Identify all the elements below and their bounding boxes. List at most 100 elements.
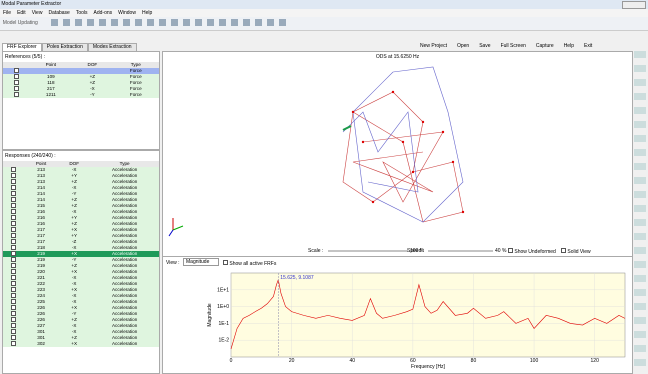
model-updating-button[interactable]: Model Updating — [2, 20, 38, 26]
table-row[interactable]: 226 -Y Acceleration — [3, 310, 159, 317]
toolbar-button[interactable]: Save — [479, 43, 491, 49]
checkbox[interactable] — [11, 232, 17, 238]
menu-item[interactable]: Edit — [17, 10, 26, 16]
table-row[interactable]: Force — [3, 67, 159, 74]
checkbox-cell — [3, 292, 25, 299]
table-row[interactable]: 213 +Z Acceleration — [3, 178, 159, 185]
table-row[interactable]: 222 -X Acceleration — [3, 280, 159, 287]
table-row[interactable]: 213 -X Acceleration — [3, 166, 159, 173]
toolbar-button[interactable]: Capture — [535, 43, 554, 49]
checkbox[interactable] — [11, 244, 17, 250]
table-row[interactable]: 218 -X Acceleration — [3, 244, 159, 251]
table-row[interactable]: 219 +X Acceleration — [3, 250, 159, 257]
toolbar-button[interactable]: Help — [563, 43, 574, 49]
table-row[interactable]: 224 -X Acceleration — [3, 292, 159, 299]
menu-item[interactable]: Window — [118, 10, 136, 16]
checkbox[interactable] — [11, 316, 17, 322]
table-row[interactable]: 216 -X Acceleration — [3, 208, 159, 215]
menu-item[interactable]: Database — [48, 10, 70, 16]
checkbox[interactable] — [11, 304, 17, 310]
checkbox[interactable] — [13, 73, 19, 79]
checkbox[interactable] — [13, 85, 19, 91]
table-row[interactable]: 1211 -Y Force — [3, 91, 159, 98]
checkbox[interactable] — [11, 166, 17, 172]
checkbox[interactable] — [11, 196, 17, 202]
checkbox[interactable] — [11, 340, 17, 346]
type-cell: Acceleration — [90, 244, 159, 251]
view-select[interactable]: Magnitude — [183, 258, 219, 266]
checkbox[interactable] — [13, 91, 19, 97]
checkbox[interactable] — [11, 250, 17, 256]
checkbox[interactable] — [11, 268, 17, 274]
table-row[interactable]: 214 -X Acceleration — [3, 184, 159, 191]
checkbox[interactable] — [11, 334, 17, 340]
dof-cell: -Y — [72, 91, 113, 98]
checkbox[interactable] — [11, 178, 17, 184]
checkbox[interactable] — [11, 214, 17, 220]
show-all-frfs[interactable]: Show all active FRFs — [223, 260, 276, 267]
table-row[interactable]: 215 +Z Acceleration — [3, 202, 159, 209]
table-row[interactable]: 221 -X Acceleration — [3, 274, 159, 281]
table-row[interactable]: 214 -Y Acceleration — [3, 190, 159, 197]
solid-view[interactable]: Solid View — [561, 248, 591, 255]
toolbar-button[interactable]: Full Screen — [500, 43, 526, 49]
table-row[interactable]: 223 +X Acceleration — [3, 286, 159, 293]
tab[interactable]: Poles Extraction — [41, 43, 88, 51]
table-row[interactable]: 217 -Z Acceleration — [3, 238, 159, 245]
table-row[interactable]: 109 +Z Force — [3, 73, 159, 80]
table-row[interactable]: 216 +Y Acceleration — [3, 214, 159, 221]
toolbar-button[interactable]: New Project — [420, 43, 447, 49]
table-row[interactable]: 220 +X Acceleration — [3, 268, 159, 275]
table-row[interactable]: 217 +X Acceleration — [3, 226, 159, 233]
table-row[interactable]: 213 +Y Acceleration — [3, 172, 159, 179]
table-row[interactable]: 217 -X Force — [3, 85, 159, 92]
menu-item[interactable]: View — [31, 10, 43, 16]
checkbox[interactable] — [11, 298, 17, 304]
checkbox-cell — [3, 73, 30, 80]
checkbox[interactable] — [11, 280, 17, 286]
dof-cell: -Y — [58, 256, 91, 263]
checkbox[interactable] — [11, 208, 17, 214]
checkbox[interactable] — [11, 256, 17, 262]
window-controls[interactable] — [622, 1, 646, 9]
table-row[interactable]: 301 -X Acceleration — [3, 328, 159, 335]
table-row[interactable]: 219 -Y Acceleration — [3, 256, 159, 263]
checkbox[interactable] — [11, 328, 17, 334]
checkbox[interactable] — [13, 67, 19, 73]
checkbox[interactable] — [11, 172, 17, 178]
checkbox[interactable] — [11, 226, 17, 232]
tab[interactable]: FRF Explorer — [2, 43, 42, 51]
checkbox[interactable] — [11, 322, 17, 328]
checkbox[interactable] — [11, 292, 17, 298]
table-row[interactable]: 301 +Z Acceleration — [3, 334, 159, 341]
toolbar-button[interactable]: Open — [456, 43, 470, 49]
checkbox[interactable] — [11, 262, 17, 268]
checkbox[interactable] — [11, 238, 17, 244]
checkbox[interactable] — [11, 202, 17, 208]
table-row[interactable]: 227 -X Acceleration — [3, 322, 159, 329]
checkbox[interactable] — [11, 286, 17, 292]
menu-item[interactable]: Add-ons — [93, 10, 113, 16]
table-row[interactable]: 226 +Z Acceleration — [3, 316, 159, 323]
table-row[interactable]: 219 +Z Acceleration — [3, 262, 159, 269]
checkbox[interactable] — [11, 310, 17, 316]
table-row[interactable]: 214 +Z Acceleration — [3, 196, 159, 203]
menu-item[interactable]: Tools — [75, 10, 88, 16]
checkbox[interactable] — [11, 184, 17, 190]
table-row[interactable]: 225 -X Acceleration — [3, 298, 159, 305]
table-row[interactable]: 118 +Z Force — [3, 79, 159, 86]
table-row[interactable]: 226 +X Acceleration — [3, 304, 159, 311]
checkbox[interactable] — [11, 274, 17, 280]
table-row[interactable]: 302 +X Acceleration — [3, 340, 159, 347]
table-row[interactable]: 217 +Y Acceleration — [3, 232, 159, 239]
table-row[interactable]: 216 +Z Acceleration — [3, 220, 159, 227]
frf-panel: View : Magnitude Show all active FRFs 0 2… — [162, 256, 633, 374]
show-undeformed[interactable]: Show Undeformed — [508, 248, 556, 255]
menu-item[interactable]: File — [3, 10, 12, 16]
checkbox[interactable] — [11, 190, 17, 196]
toolbar-button[interactable]: Exit — [583, 43, 593, 49]
checkbox[interactable] — [11, 220, 17, 226]
tab[interactable]: Modes Extraction — [87, 43, 137, 51]
checkbox[interactable] — [13, 79, 19, 85]
menu-item[interactable]: Help — [141, 10, 153, 16]
